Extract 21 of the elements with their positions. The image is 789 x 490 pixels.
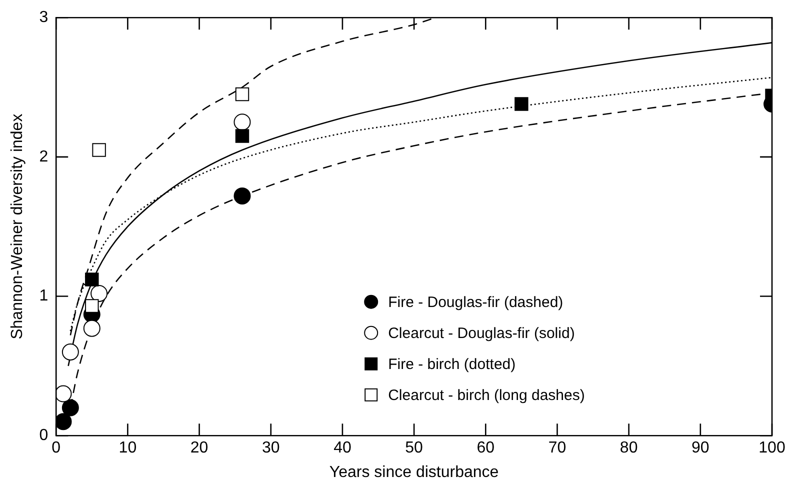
y-tick-label: 1 (39, 288, 48, 305)
x-tick-label: 70 (548, 440, 566, 457)
x-tick-label: 80 (620, 440, 638, 457)
x-tick-label: 100 (758, 440, 786, 457)
x-tick-label: 10 (118, 440, 137, 457)
x-axis-title: Years since disturbance (329, 464, 499, 481)
y-tick-label: 2 (39, 148, 48, 166)
y-axis-title: Shannon-Weiner diversity index (9, 114, 26, 340)
legend-label: Fire - Douglas-fir (dashed) (388, 294, 564, 311)
x-tick-label: 40 (334, 440, 352, 457)
y-tick-label: 3 (39, 9, 48, 26)
legend-label: Fire - birch (dotted) (388, 356, 516, 373)
legend-label: Clearcut - Douglas-fir (solid) (388, 324, 575, 342)
x-tick-label: 50 (405, 440, 424, 457)
y-tick-label: 0 (39, 427, 48, 444)
x-tick-label: 0 (52, 440, 61, 457)
x-tick-label: 90 (692, 440, 710, 457)
x-tick-label: 30 (262, 440, 280, 457)
legend-label: Clearcut - birch (long dashes) (388, 386, 585, 404)
x-tick-label: 20 (190, 440, 208, 457)
x-tick-label: 60 (476, 440, 495, 457)
